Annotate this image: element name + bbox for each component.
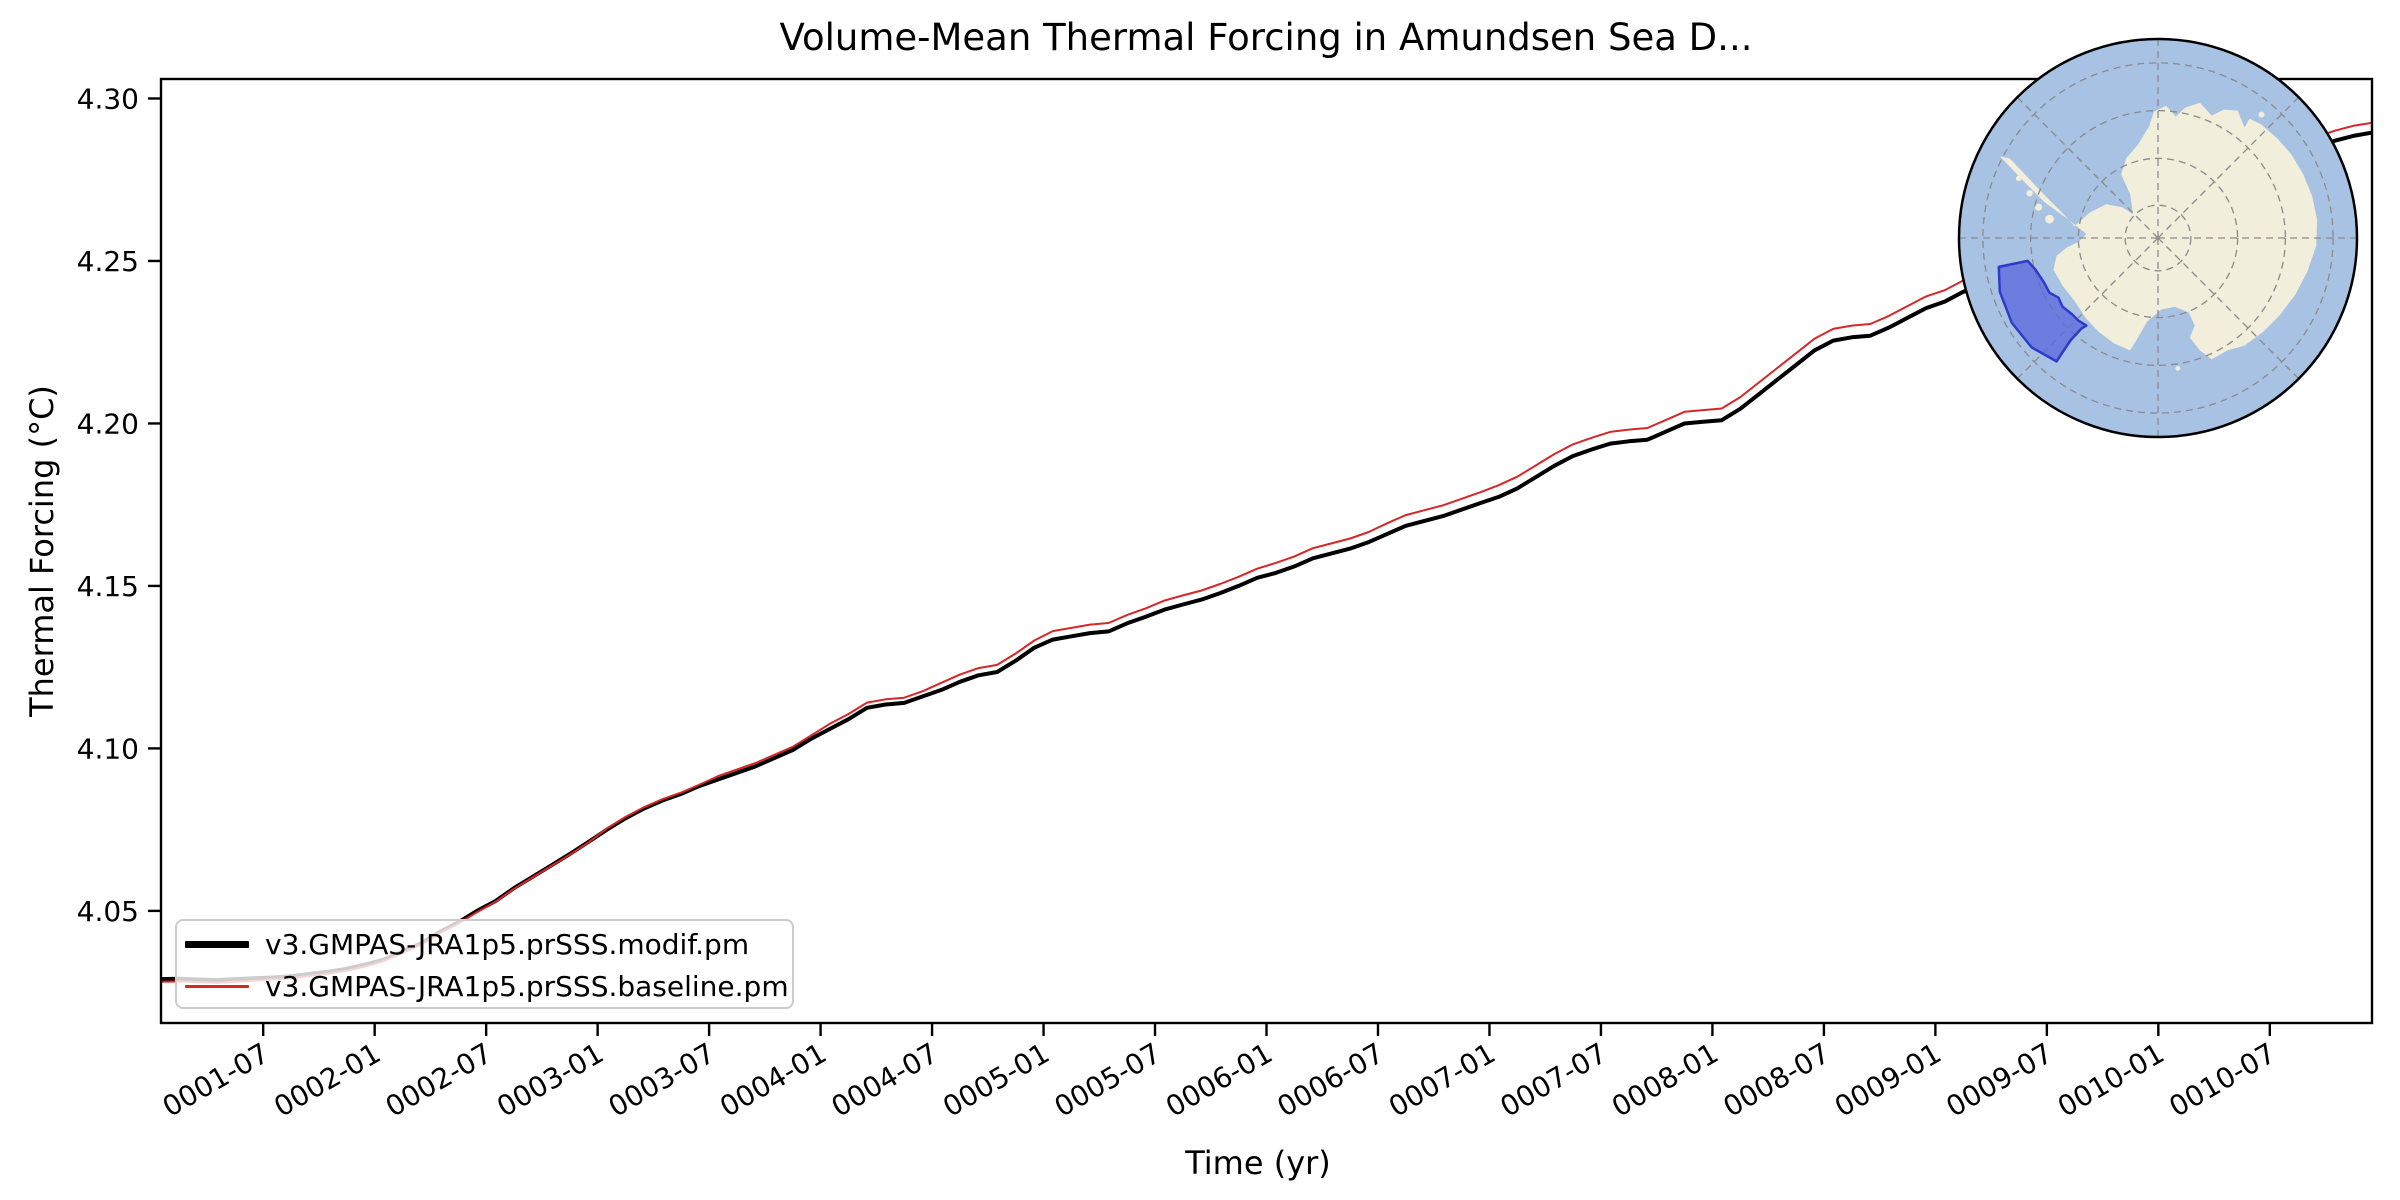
y-tick-label: 4.05 bbox=[77, 895, 139, 928]
y-tick-label: 4.30 bbox=[77, 82, 139, 115]
legend-item-modif: v3.GMPAS-JRA1p5.prSSS.modif.pm bbox=[185, 923, 792, 965]
island bbox=[2258, 111, 2265, 118]
graticule-circle bbox=[2124, 204, 2192, 272]
x-tick-label: 0002-01 bbox=[268, 1036, 386, 1123]
y-tick-label: 4.10 bbox=[77, 732, 139, 765]
x-tick-label: 0008-07 bbox=[1718, 1036, 1836, 1123]
graticule-radial bbox=[2157, 96, 2300, 239]
graticule-radial bbox=[2157, 237, 2300, 380]
x-tick-label: 0006-07 bbox=[1272, 1036, 1390, 1123]
graticule-circle bbox=[2077, 157, 2239, 319]
island bbox=[2026, 190, 2033, 197]
legend-item-baseline: v3.GMPAS-JRA1p5.prSSS.baseline.pm bbox=[185, 965, 792, 1007]
x-tick-label: 0008-01 bbox=[1606, 1036, 1724, 1123]
x-tick-label: 0002-07 bbox=[380, 1036, 498, 1123]
legend-line-sample-black bbox=[185, 940, 249, 948]
graticule-circle bbox=[2029, 109, 2287, 367]
y-tick-label: 4.25 bbox=[77, 245, 139, 278]
x-tick-label: 0009-07 bbox=[1941, 1036, 2059, 1123]
map-contents bbox=[1959, 39, 2357, 437]
x-tick-label: 0003-07 bbox=[603, 1036, 721, 1123]
legend-label: v3.GMPAS-JRA1p5.prSSS.baseline.pm bbox=[265, 969, 789, 1003]
y-tick-label: 4.20 bbox=[77, 407, 139, 440]
island bbox=[2045, 214, 2054, 224]
island bbox=[2015, 175, 2022, 182]
island bbox=[2095, 315, 2101, 320]
graticule-radial bbox=[2016, 237, 2159, 380]
x-tick-label: 0005-01 bbox=[937, 1036, 1055, 1123]
x-tick-label: 0005-07 bbox=[1049, 1036, 1167, 1123]
y-tick-label: 4.15 bbox=[77, 570, 139, 603]
x-tick-label: 0003-01 bbox=[491, 1036, 609, 1123]
antarctica-inset-map bbox=[1957, 37, 2359, 439]
chart-title: Volume-Mean Thermal Forcing in Amundsen … bbox=[779, 16, 1753, 59]
island bbox=[2035, 203, 2043, 211]
legend-label: v3.GMPAS-JRA1p5.prSSS.modif.pm bbox=[265, 927, 750, 961]
x-tick-label: 0010-01 bbox=[2052, 1036, 2170, 1123]
island bbox=[2175, 365, 2181, 371]
amundsen-region-highlight bbox=[1997, 259, 2088, 363]
x-tick-label: 0004-07 bbox=[826, 1036, 944, 1123]
x-tick-label: 0009-01 bbox=[1829, 1036, 1947, 1123]
x-tick-label: 0007-07 bbox=[1495, 1036, 1613, 1123]
legend: v3.GMPAS-JRA1p5.prSSS.modif.pm v3.GMPAS-… bbox=[175, 919, 794, 1009]
x-tick-label: 0006-01 bbox=[1160, 1036, 1278, 1123]
graticule-radial bbox=[2016, 96, 2159, 239]
x-tick-label: 0010-07 bbox=[2163, 1036, 2281, 1123]
x-tick-label: 0001-07 bbox=[157, 1036, 275, 1123]
map-border bbox=[1957, 37, 2359, 439]
graticule-circle bbox=[1982, 62, 2334, 414]
x-axis-label: Time (yr) bbox=[1185, 1144, 1331, 1182]
legend-line-sample-red bbox=[185, 984, 249, 988]
x-tick-label: 0007-01 bbox=[1383, 1036, 1501, 1123]
x-tick-label: 0004-01 bbox=[714, 1036, 832, 1123]
